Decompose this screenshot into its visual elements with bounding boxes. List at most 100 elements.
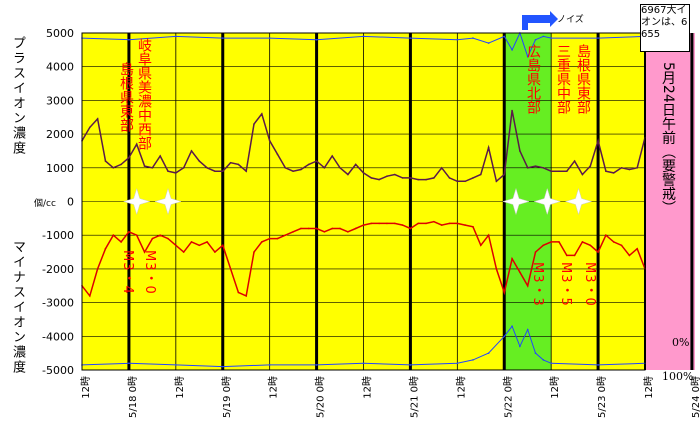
data-point	[581, 241, 584, 243]
data-point	[143, 251, 146, 253]
data-point	[378, 222, 380, 225]
y-label-minus: マイナスイオン濃度	[10, 240, 25, 375]
data-point	[597, 37, 599, 39]
magnitude-2: M3・0	[142, 250, 157, 295]
data-point	[268, 237, 271, 240]
data-point	[315, 160, 318, 162]
data-point	[315, 227, 318, 230]
y-tick-label: 5000	[46, 27, 74, 40]
data-point	[589, 165, 592, 167]
data-point	[503, 173, 506, 176]
data-point	[347, 231, 349, 233]
data-point	[612, 241, 615, 243]
region-label-3: 広島県北部	[525, 44, 541, 114]
data-point	[261, 113, 263, 115]
data-point	[550, 37, 552, 39]
x-tick-label: 12時	[362, 376, 374, 399]
pct-top: 0%	[672, 336, 690, 349]
data-point	[472, 37, 474, 39]
x-tick-label: 5/20 0時	[315, 376, 327, 418]
data-point	[378, 178, 380, 181]
data-point	[221, 244, 224, 247]
data-point	[292, 231, 294, 233]
data-point	[190, 150, 193, 152]
data-point	[409, 177, 412, 179]
data-point	[362, 224, 365, 226]
event-star	[564, 187, 593, 216]
data-point	[253, 251, 255, 253]
data-point	[245, 295, 248, 297]
data-point	[550, 241, 552, 243]
noise-arrow	[522, 11, 558, 30]
data-point	[229, 268, 232, 270]
data-point	[612, 172, 615, 174]
x-tick-label: 12時	[80, 376, 92, 399]
data-point	[96, 268, 99, 270]
data-point	[96, 118, 99, 120]
data-point	[128, 231, 130, 233]
data-point	[526, 167, 529, 169]
data-point	[511, 257, 513, 260]
x-tick-label: 12時	[174, 376, 186, 399]
data-point	[409, 227, 412, 230]
y-tick-label: -2000	[42, 263, 74, 276]
data-point	[362, 362, 365, 365]
event-star	[122, 187, 151, 216]
data-point	[120, 163, 122, 166]
data-point	[479, 173, 482, 176]
plot-border	[81, 32, 646, 371]
callout-box: 6967大イオンは、6655	[640, 4, 690, 52]
data-point	[597, 364, 599, 366]
data-point	[534, 352, 537, 354]
data-point	[104, 247, 107, 250]
y-tick-label: -1000	[42, 229, 74, 242]
data-point	[534, 165, 537, 167]
pct-bottom: 100%	[662, 370, 694, 383]
data-point	[425, 222, 427, 225]
data-point	[323, 167, 326, 169]
data-point	[448, 177, 451, 179]
data-point	[542, 35, 545, 38]
data-point	[261, 241, 263, 243]
data-point	[151, 167, 154, 169]
data-point	[417, 178, 420, 181]
data-point	[519, 150, 521, 152]
data-point	[558, 241, 560, 243]
x-tick-label: 5/18 0時	[127, 376, 139, 418]
unit-label: 個/cc	[34, 199, 56, 209]
data-point	[331, 155, 334, 157]
data-point	[464, 180, 466, 183]
data-point	[245, 170, 248, 172]
data-point	[433, 177, 435, 179]
data-point	[175, 364, 177, 366]
data-point	[135, 234, 138, 236]
data-point	[440, 167, 443, 169]
data-point	[456, 38, 459, 41]
magnitude-3: M3・3	[530, 262, 545, 307]
data-point	[511, 49, 513, 51]
data-point	[526, 284, 529, 287]
data-point	[354, 227, 357, 230]
data-point	[104, 160, 107, 162]
data-point	[573, 254, 576, 257]
data-point	[300, 227, 302, 230]
data-point	[198, 244, 201, 247]
data-point	[636, 167, 638, 169]
data-point	[550, 362, 552, 365]
y-tick-label: -5000	[42, 364, 74, 377]
data-point	[456, 362, 459, 365]
data-point	[120, 241, 122, 243]
data-point	[206, 167, 208, 169]
data-point	[143, 165, 146, 167]
data-point	[534, 38, 537, 41]
data-point	[237, 291, 240, 294]
data-point	[221, 365, 224, 368]
data-point	[135, 143, 138, 146]
data-point	[503, 35, 506, 38]
y-tick-label: 4000	[46, 61, 74, 74]
y-tick-label: 3000	[46, 94, 74, 107]
data-point	[159, 234, 161, 236]
data-point	[198, 160, 201, 162]
data-point	[315, 364, 318, 366]
